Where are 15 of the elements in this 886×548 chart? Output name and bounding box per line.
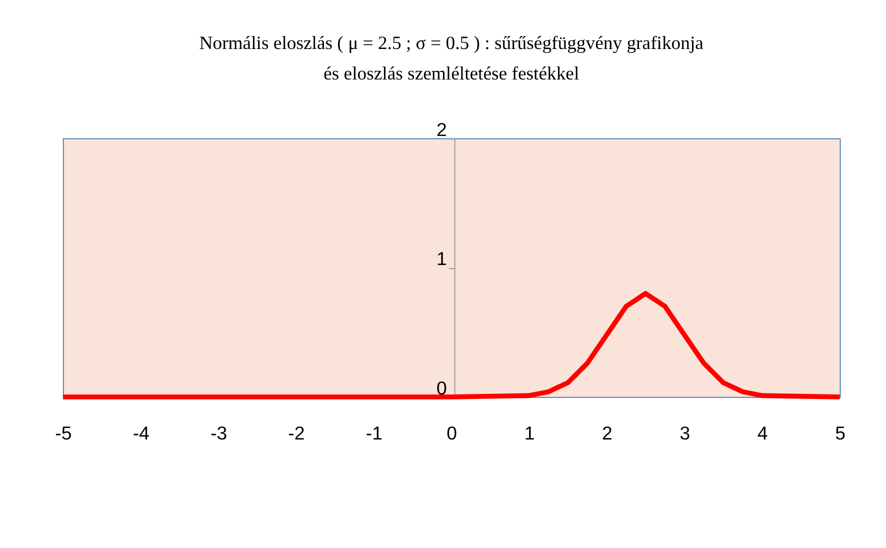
x-tick-label: -1 — [366, 422, 382, 444]
y-tick-label: 1 — [436, 248, 447, 270]
chart-subtitle: és eloszlás szemléltetése festékkel — [324, 63, 580, 84]
x-tick-label: 2 — [602, 422, 612, 444]
x-tick-label: -5 — [55, 422, 72, 444]
y-tick-label: 2 — [436, 118, 447, 140]
x-tick-label: 1 — [524, 422, 535, 444]
x-tick-label: 4 — [757, 422, 768, 444]
x-tick-label: -3 — [210, 422, 228, 444]
x-tick-label: 3 — [680, 422, 690, 444]
x-tick-label: -4 — [132, 422, 150, 444]
y-tick-label: 0 — [436, 377, 447, 398]
x-tick-label: -2 — [288, 422, 305, 444]
chart-title: Normális eloszlás ( μ = 2.5 ; σ = 0.5 ) : sűrűségfüggvény grafikonja — [199, 32, 704, 54]
x-tick-label: 5 — [835, 422, 846, 444]
